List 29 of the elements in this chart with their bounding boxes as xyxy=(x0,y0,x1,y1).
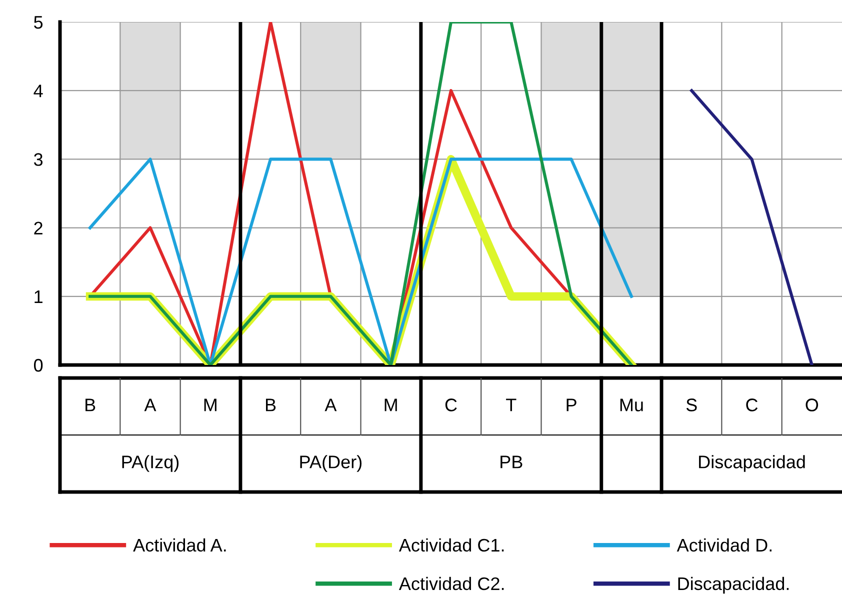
x-tick-label: Mu xyxy=(620,398,643,412)
x-tick-label: B xyxy=(266,398,276,412)
x-tick-label: P xyxy=(566,398,576,412)
y-tick-label: 3 xyxy=(34,153,43,166)
y-tick-label: 4 xyxy=(34,84,43,98)
text: PA(Der) xyxy=(300,455,362,472)
y-tick-label: 1 xyxy=(34,290,42,303)
legend-label: Actividad D. xyxy=(676,538,772,552)
x-tick-label: B xyxy=(86,398,96,412)
x-tick-label: M xyxy=(384,398,397,412)
legend-label: Actividad C1. xyxy=(398,538,504,552)
text: PA(Izq) xyxy=(122,455,179,472)
x-tick-label: C xyxy=(445,398,457,412)
x-tick-label: A xyxy=(324,398,337,412)
text: PB xyxy=(500,456,522,468)
y-tick-label: 5 xyxy=(34,16,43,29)
text: Discapacidad xyxy=(699,455,805,472)
legend-label: Actividad A. xyxy=(133,538,226,552)
y-tick-label: 2 xyxy=(34,222,42,234)
x-tick-label: S xyxy=(686,398,697,412)
x-tick-label: O xyxy=(806,398,818,412)
x-tick-label: C xyxy=(746,398,758,412)
legend-label: Discapacidad. xyxy=(678,576,789,594)
line-series xyxy=(88,22,633,365)
x-tick-label: T xyxy=(506,398,516,412)
x-tick-label: A xyxy=(144,398,156,412)
legend-label: Actividad C2. xyxy=(398,576,504,590)
x-tick-label: M xyxy=(204,398,216,412)
y-tick-label: 0 xyxy=(34,358,43,372)
